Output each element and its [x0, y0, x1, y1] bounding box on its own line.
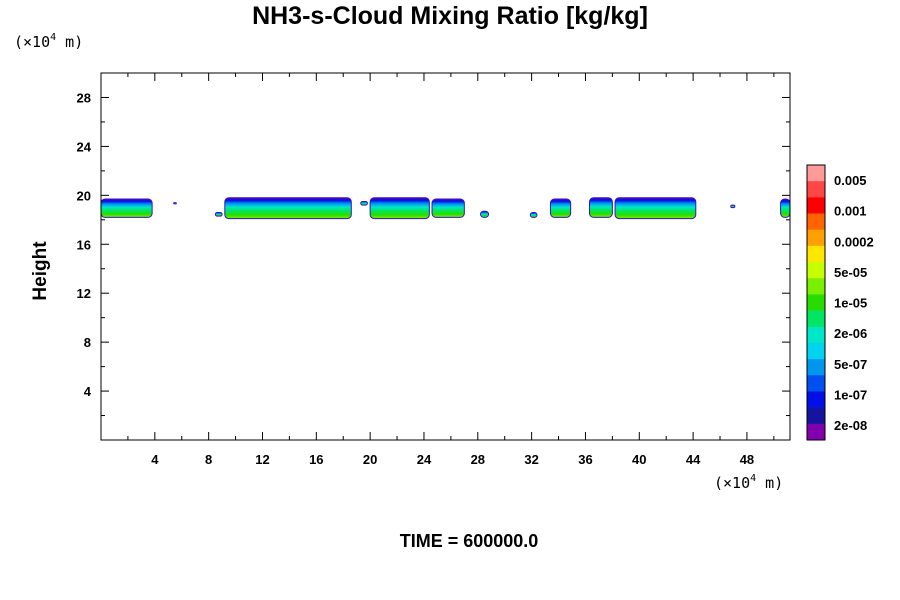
x-tick-label: 40 — [632, 452, 646, 467]
cloud-cell-2 — [214, 211, 223, 217]
colorbar-swatch — [807, 391, 825, 408]
cloud-cell-10 — [588, 197, 613, 218]
colorbar-swatch — [807, 278, 825, 295]
colorbar-label: 1e-05 — [834, 296, 867, 311]
colorbar-frame — [806, 164, 826, 441]
cloud-cell-9 — [549, 198, 572, 218]
colorbar-swatch — [807, 359, 825, 376]
x-tick-label: 32 — [524, 452, 538, 467]
colorbar-label: 5e-07 — [834, 357, 867, 372]
colorbar-label: 0.001 — [834, 204, 867, 219]
colorbar-swatch — [807, 310, 825, 328]
cloud-cell-5 — [369, 197, 430, 220]
y-tick-label: 24 — [77, 139, 92, 154]
colorbar-swatch — [807, 262, 825, 279]
y-tick-label: 20 — [77, 188, 91, 203]
colorbar-swatch — [807, 375, 825, 392]
cloud-cell-11 — [614, 197, 697, 220]
cloud-cell-12 — [730, 204, 736, 209]
colorbar: 0.005 0.001 0.0002 5e-05 1e-05 2e-06 5e-07 1e-0… — [806, 164, 874, 441]
cloud-field — [101, 197, 790, 220]
plot-frame — [100, 72, 791, 441]
y-axis-unit: (×104 m) — [14, 32, 84, 51]
y-tick-label: 16 — [77, 237, 91, 252]
colorbar-swatch — [807, 423, 825, 441]
colorbar-swatch — [807, 181, 825, 198]
chart-title: NH3-s-Cloud Mixing Ratio [kg/kg] — [252, 2, 648, 30]
y-tick-label: 12 — [77, 286, 91, 301]
colorbar-swatch — [807, 342, 825, 360]
x-tick-label: 28 — [471, 452, 485, 467]
x-tick-label: 20 — [363, 452, 377, 467]
colorbar-label: 2e-08 — [834, 418, 867, 433]
cloud-cell-13 — [780, 198, 790, 218]
x-axis-unit: (×104 m) — [714, 473, 784, 492]
colorbar-swatch — [807, 229, 825, 247]
colorbar-label: 2e-06 — [834, 326, 867, 341]
cloud-cell-4 — [360, 200, 368, 206]
x-tick-label: 16 — [309, 452, 323, 467]
colorbar-label: 5e-05 — [834, 265, 867, 280]
x-tick-label: 12 — [255, 452, 269, 467]
colorbar-swatch — [807, 407, 825, 425]
colorbar-label: 0.0002 — [834, 234, 874, 249]
x-tick-label: 48 — [740, 452, 754, 467]
colorbar-label: 1e-07 — [834, 387, 867, 402]
time-label: TIME = 600000.0 — [399, 531, 539, 551]
colorbar-label: 0.005 — [834, 173, 867, 188]
x-tick-label: 44 — [686, 452, 701, 467]
x-tick-label: 36 — [578, 452, 592, 467]
x-tick-label: 8 — [205, 452, 212, 467]
colorbar-swatch — [807, 213, 825, 231]
cloud-cell-0 — [101, 198, 153, 218]
colorbar-swatch — [807, 245, 825, 263]
y-tick-label: 8 — [84, 335, 91, 350]
cloud-cell-6 — [431, 198, 465, 218]
y-tick-label: 28 — [77, 90, 91, 105]
cloud-cell-8 — [529, 211, 538, 218]
y-tick-label: 4 — [84, 384, 92, 399]
colorbar-swatch — [807, 197, 825, 214]
colorbar-swatch — [807, 326, 825, 344]
colorbar-swatch — [807, 165, 825, 182]
cloud-cell-3 — [224, 197, 352, 220]
cloud-cell-7 — [479, 210, 490, 218]
colorbar-swatch — [807, 294, 825, 311]
x-tick-label: 4 — [151, 452, 159, 467]
cloud-cell-1 — [173, 202, 177, 205]
x-tick-label: 24 — [417, 452, 432, 467]
